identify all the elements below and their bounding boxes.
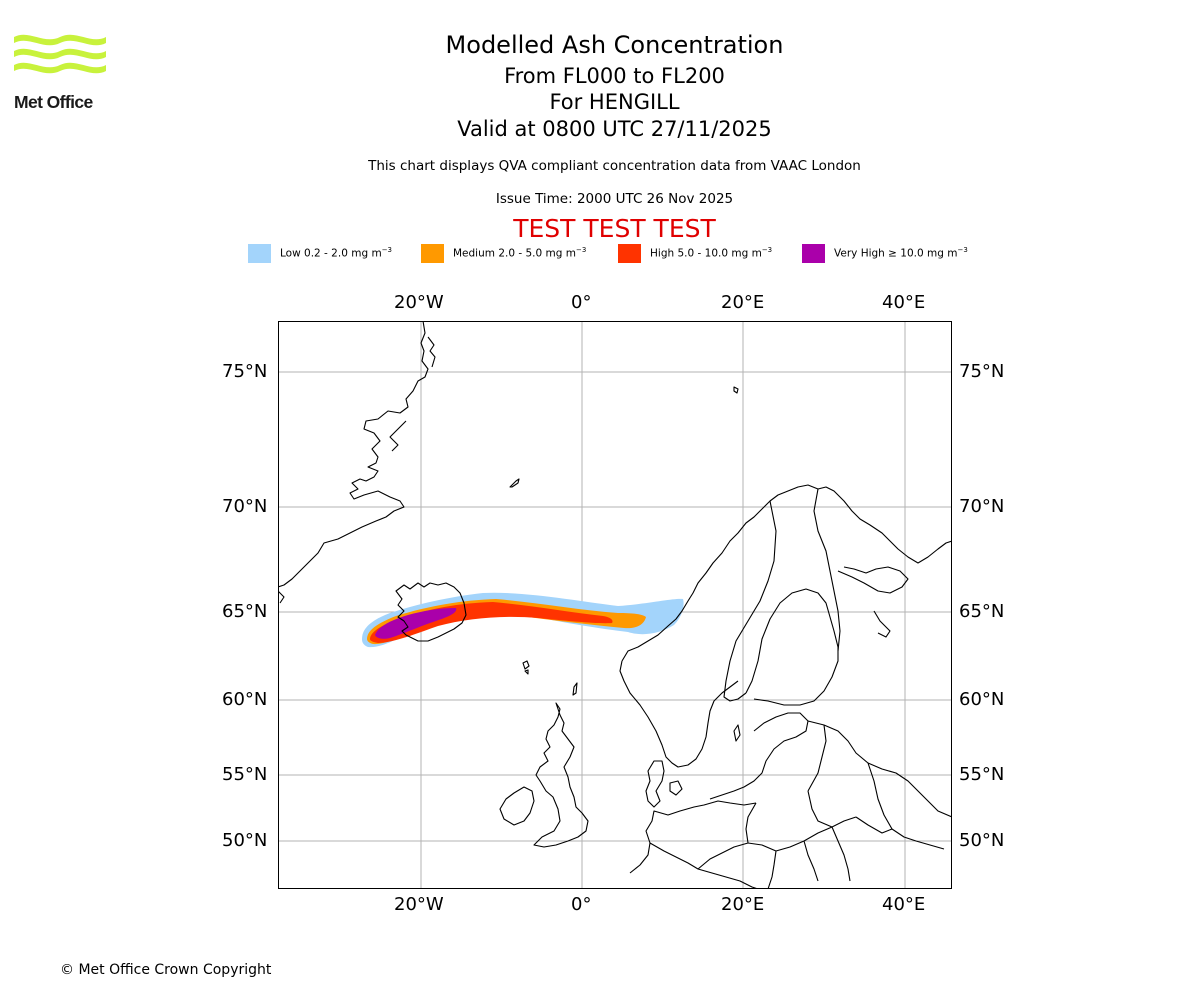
volcano-name: For HENGILL — [549, 90, 680, 114]
lat-tick-left-70n: 70°N — [222, 496, 268, 517]
iceland — [395, 582, 467, 642]
jan-mayen — [509, 478, 520, 488]
test-banner: TEST TEST TEST — [513, 214, 716, 243]
ash-plume — [362, 592, 684, 648]
ireland-coast — [499, 786, 535, 826]
lon-tick-bottom-20e: 20°E — [721, 894, 765, 915]
lat-tick-left-55n: 55°N — [222, 764, 268, 785]
lat-tick-right-50n: 50°N — [959, 830, 1005, 851]
ash-concentration-map — [278, 321, 952, 889]
ash-very-high-area — [375, 608, 457, 639]
lat-tick-right-70n: 70°N — [959, 496, 1005, 517]
copyright-notice: © Met Office Crown Copyright — [60, 962, 272, 978]
flight-level-range: From FL000 to FL200 — [504, 64, 725, 88]
legend-swatch-high — [618, 244, 641, 263]
baltic-coast — [709, 712, 809, 800]
brand-name: Met Office — [14, 92, 93, 112]
valid-time: Valid at 0800 UTC 27/11/2025 — [457, 117, 772, 141]
lon-tick-top-20w: 20°W — [394, 292, 444, 313]
legend-label-very-high: Very High ≥ 10.0 mg m−3 — [834, 246, 968, 260]
denmark-coast — [645, 760, 665, 808]
lon-tick-top-40e: 40°E — [882, 292, 926, 313]
legend-swatch-very-high — [802, 244, 825, 263]
legend-label-high: High 5.0 - 10.0 mg m−3 — [650, 246, 773, 260]
legend-label-low: Low 0.2 - 2.0 mg m−3 — [280, 246, 393, 260]
lon-tick-top-20e: 20°E — [721, 292, 765, 313]
legend-swatch-low — [248, 244, 271, 263]
lat-tick-right-55n: 55°N — [959, 764, 1005, 785]
sweden-finland-border — [723, 500, 777, 702]
chart-title: Modelled Ash Concentration — [445, 31, 784, 59]
met-office-logo: Met Office — [14, 30, 106, 112]
greenland-coast — [278, 321, 429, 588]
lat-tick-right-75n: 75°N — [959, 361, 1005, 382]
gulf-of-bothnia — [745, 588, 839, 706]
map-frame — [278, 321, 952, 889]
lon-tick-bottom-40e: 40°E — [882, 894, 926, 915]
lat-tick-right-65n: 65°N — [959, 601, 1005, 622]
finland-russia-border — [813, 488, 841, 652]
legend-label-medium: Medium 2.0 - 5.0 mg m−3 — [453, 246, 587, 260]
met-office-waves-icon — [14, 34, 106, 74]
coastlines — [278, 321, 952, 889]
lat-tick-left-65n: 65°N — [222, 601, 268, 622]
great-britain-coast — [533, 702, 589, 848]
continental-coast — [629, 800, 757, 874]
lon-tick-bottom-20w: 20°W — [394, 894, 444, 915]
lon-tick-top-0: 0° — [571, 292, 592, 313]
europe-borders — [649, 724, 945, 889]
lat-tick-right-60n: 60°N — [959, 689, 1005, 710]
chart-description: This chart displays QVA compliant concen… — [368, 158, 861, 174]
legend-swatch-medium — [421, 244, 444, 263]
lat-tick-left-60n: 60°N — [222, 689, 268, 710]
lon-tick-bottom-0: 0° — [571, 894, 592, 915]
issue-time: Issue Time: 2000 UTC 26 Nov 2025 — [495, 191, 734, 207]
graticule — [278, 321, 952, 889]
lat-tick-left-50n: 50°N — [222, 830, 268, 851]
faroe-islands — [522, 660, 530, 670]
scandinavia-coast — [621, 484, 952, 662]
lat-tick-left-75n: 75°N — [222, 361, 268, 382]
